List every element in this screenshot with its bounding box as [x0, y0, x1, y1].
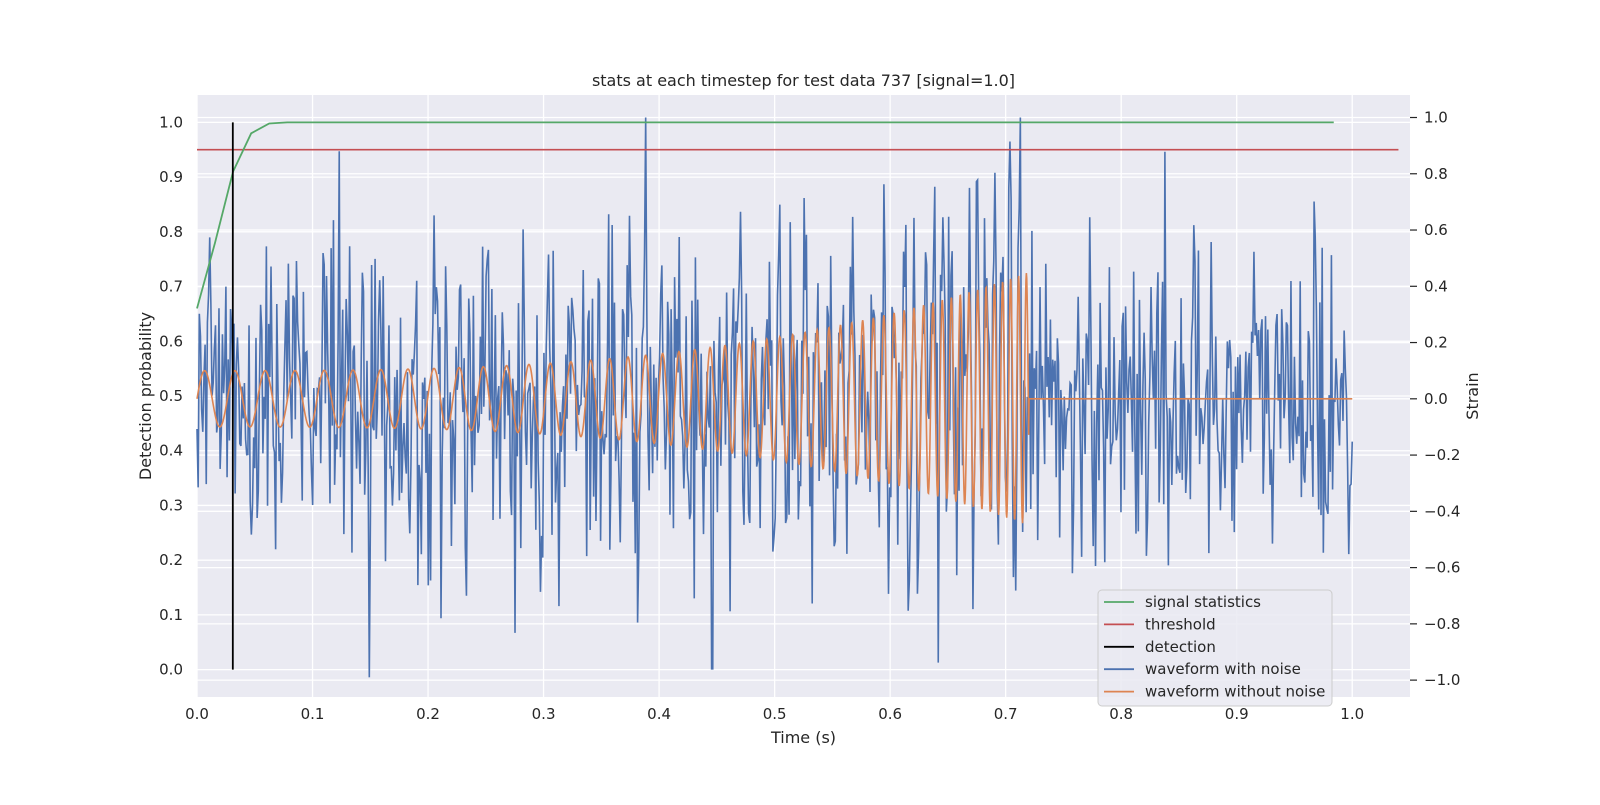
x-tick-label: 0.1 [301, 705, 325, 723]
waveform-without-noise-line [196, 273, 1353, 524]
y2-tick-label: −0.2 [1424, 446, 1460, 464]
y2-tick-label: −1.0 [1424, 671, 1460, 689]
y2-tick-label: −0.8 [1424, 615, 1460, 633]
legend: signal statistics threshold detection wavef… [1097, 589, 1333, 707]
y-axis-label-left: Detection probability [136, 312, 155, 480]
x-tick-label: 0.5 [763, 705, 787, 723]
x-tick-label: 0.6 [878, 705, 902, 723]
y-tick-label: 0.4 [159, 442, 183, 460]
legend-label-detection: detection [1145, 638, 1216, 656]
x-tick-label: 0.9 [1225, 705, 1249, 723]
y-tick-label: 0.6 [159, 332, 183, 350]
y-tick-label: 0.0 [159, 661, 183, 679]
waveform-with-noise-line [196, 117, 1354, 678]
legend-label-signal-statistics: signal statistics [1145, 593, 1261, 611]
y2-tick-label: 0.6 [1424, 221, 1448, 239]
y-tick-label: 0.3 [159, 496, 183, 514]
x-tick-label: 0.0 [185, 705, 209, 723]
y-tick-label: 0.7 [159, 278, 183, 296]
x-tick-label: 0.3 [532, 705, 556, 723]
y2-tick-label: 1.0 [1424, 109, 1448, 127]
x-tick-label: 1.0 [1340, 705, 1364, 723]
y2-tick-label: 0.0 [1424, 390, 1448, 408]
probability-series-layer [196, 121, 1399, 670]
y-tick-label: 0.2 [159, 551, 183, 569]
y-axis-label-right: Strain [1463, 372, 1482, 419]
y-tick-label: 0.8 [159, 223, 183, 241]
x-tick-label: 0.4 [647, 705, 671, 723]
x-tick-label: 0.7 [994, 705, 1018, 723]
y-tick-label: 0.1 [159, 606, 183, 624]
x-tick-label: 0.2 [416, 705, 440, 723]
x-axis-label: Time (s) [770, 728, 836, 747]
legend-label-threshold: threshold [1145, 615, 1216, 633]
legend-label-waveform-without-noise: waveform without noise [1145, 683, 1325, 701]
legend-label-waveform-with-noise: waveform with noise [1145, 660, 1301, 678]
strain-series-layer [196, 117, 1354, 678]
chart-title: stats at each timestep for test data 737… [592, 71, 1015, 90]
y2-tick-label: 0.2 [1424, 334, 1448, 352]
legend-box [1097, 589, 1333, 707]
y2-tick-label: −0.4 [1424, 502, 1460, 520]
axes-layer: 0.0 0.1 0.2 0.3 0.4 0.5 0.6 0.7 0.8 0.9 1.0 0.0 0.1 0… [159, 109, 1460, 723]
y2-tick-label: 0.8 [1424, 165, 1448, 183]
y-tick-label: 0.5 [159, 387, 183, 405]
x-tick-label: 0.8 [1109, 705, 1133, 723]
y2-tick-label: −0.6 [1424, 559, 1460, 577]
y2-tick-label: 0.4 [1424, 277, 1448, 295]
y-tick-label: 0.9 [159, 168, 183, 186]
y-tick-label: 1.0 [159, 113, 183, 131]
signal-statistics-line [196, 121, 1334, 309]
